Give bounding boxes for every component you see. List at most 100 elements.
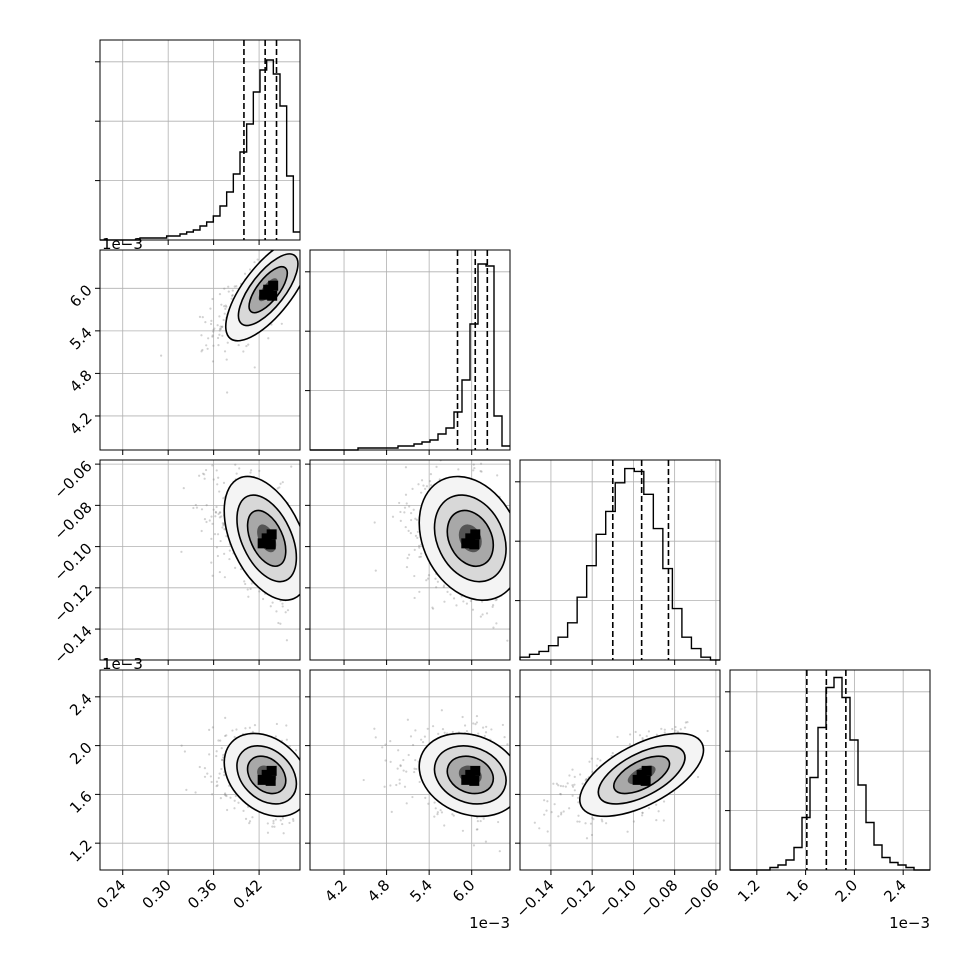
sample-point — [427, 802, 430, 805]
sample-point — [217, 739, 220, 742]
sample-point — [418, 544, 421, 548]
sample-point — [434, 807, 437, 810]
x-tick-label: 2.4 — [880, 876, 910, 906]
sample-point — [289, 240, 291, 242]
sample-point — [420, 491, 423, 494]
sample-point — [218, 490, 221, 493]
sample-point — [311, 789, 313, 791]
sample-point — [545, 809, 548, 812]
sample-point — [242, 350, 245, 353]
sample-point — [417, 483, 420, 486]
sample-point — [215, 780, 219, 783]
sample-point — [674, 725, 677, 729]
y-tick-label: −0.08 — [50, 498, 95, 543]
sample-point — [479, 462, 483, 465]
sample-point — [194, 503, 197, 507]
sample-point — [381, 746, 384, 749]
sample-point — [611, 752, 614, 755]
panel-frame — [519, 669, 721, 871]
x-tick-label: 1.6 — [783, 876, 813, 906]
sample-point — [559, 793, 563, 796]
sample-point — [205, 504, 208, 507]
sample-point — [433, 801, 436, 804]
sample-point — [228, 557, 231, 561]
sample-point — [585, 778, 588, 781]
sample-point — [559, 813, 563, 816]
sample-point — [222, 497, 225, 500]
sample-point — [515, 558, 517, 560]
sample-point — [246, 588, 249, 591]
sample-point — [562, 785, 565, 788]
sample-point — [515, 583, 517, 585]
sample-point — [440, 811, 444, 814]
sample-point — [415, 767, 418, 771]
sample-point — [211, 726, 214, 729]
sample-point — [647, 730, 651, 733]
sample-point — [216, 336, 220, 340]
density-peak-cell — [266, 529, 277, 540]
sample-point — [288, 237, 290, 239]
sample-point — [248, 268, 252, 271]
sample-point — [280, 322, 283, 325]
sample-point — [559, 792, 562, 796]
y-tick-label: −0.12 — [50, 581, 95, 626]
sample-point — [234, 566, 237, 569]
sample-point — [578, 820, 581, 823]
sample-point — [413, 770, 416, 774]
sample-point — [251, 730, 254, 734]
sample-point — [200, 334, 203, 337]
sample-point — [495, 622, 498, 625]
sample-point — [209, 775, 212, 778]
sample-point — [443, 600, 446, 603]
sample-point — [573, 775, 576, 778]
sample-point — [183, 750, 186, 753]
sample-point — [231, 293, 234, 297]
sample-point — [696, 775, 700, 779]
sample-point — [490, 728, 493, 731]
sample-point — [474, 723, 477, 726]
x-tick-label: 0.42 — [230, 876, 266, 912]
sample-point — [223, 528, 226, 531]
sample-point — [220, 758, 224, 761]
sample-point — [414, 517, 417, 520]
sample-point — [411, 795, 414, 799]
sample-point — [520, 525, 522, 527]
sample-point — [205, 344, 208, 347]
sample-point — [676, 730, 679, 733]
sample-point — [600, 818, 603, 821]
sample-point — [312, 210, 314, 212]
sample-point — [249, 471, 252, 474]
sample-point — [492, 626, 495, 629]
sample-point — [641, 814, 644, 817]
sample-point — [214, 510, 217, 514]
sample-point — [225, 734, 228, 737]
sample-point — [218, 333, 221, 336]
sample-point — [632, 820, 635, 823]
sample-point — [211, 522, 214, 525]
sample-point — [233, 285, 236, 288]
axis-offset-label: 1e−3 — [469, 914, 510, 932]
sample-point — [484, 840, 488, 843]
sample-point — [227, 290, 230, 293]
sample-point — [514, 549, 516, 551]
sample-point — [278, 486, 281, 489]
sample-point — [645, 735, 648, 738]
y-tick-label: 1.2 — [66, 836, 96, 866]
panel-frame — [99, 39, 301, 241]
sample-point — [421, 741, 425, 744]
sample-point — [437, 732, 440, 735]
sample-point — [288, 247, 290, 249]
sample-point — [433, 454, 435, 456]
sample-point — [426, 727, 429, 730]
sample-point — [302, 569, 304, 571]
x-tick-label: 5.4 — [406, 876, 436, 906]
sample-point — [319, 753, 321, 755]
sample-point — [253, 724, 257, 727]
sample-point — [221, 325, 224, 328]
sample-point — [244, 817, 248, 820]
sample-point — [362, 778, 365, 782]
sample-point — [258, 469, 261, 472]
sample-point — [219, 797, 222, 800]
sample-point — [413, 767, 416, 770]
sample-point — [679, 728, 682, 731]
